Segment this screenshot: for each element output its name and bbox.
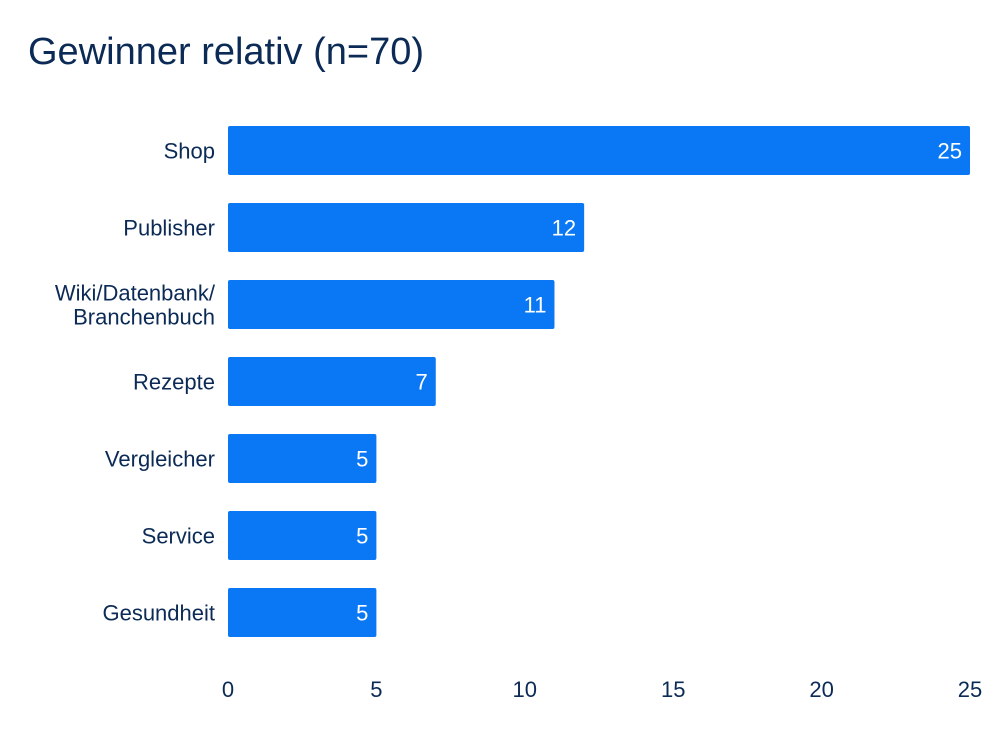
category-label-line: Branchenbuch [73, 305, 215, 330]
value-label-5: 5 [356, 524, 368, 549]
bar-2 [228, 280, 555, 329]
value-label-2: 11 [524, 293, 547, 318]
category-label-line: Gesundheit [102, 601, 215, 626]
bar-4 [228, 434, 377, 483]
x-tick-label-4: 20 [809, 677, 833, 702]
x-axis-ticks-group: 0 5 10 15 20 25 [222, 677, 982, 702]
x-tick-label-5: 25 [958, 677, 982, 702]
chart-title: Gewinner relativ (n=70) [28, 31, 424, 73]
x-tick-label-3: 15 [661, 677, 685, 702]
category-label-3: Rezepte [133, 370, 215, 395]
value-labels-group: 25 12 11 7 5 5 5 [356, 139, 962, 626]
category-label-0: Shop [164, 139, 215, 164]
bar-6 [228, 588, 377, 637]
x-tick-label-1: 5 [370, 677, 382, 702]
category-label-line: Wiki/Datenbank/ [55, 281, 216, 306]
bars-group [228, 126, 970, 637]
value-label-6: 5 [356, 601, 368, 626]
x-tick-label-0: 0 [222, 677, 234, 702]
category-label-line: Service [142, 524, 215, 549]
bar-3 [228, 357, 436, 406]
value-label-4: 5 [356, 447, 368, 472]
category-label-1: Publisher [123, 216, 215, 241]
category-label-4: Vergleicher [105, 447, 215, 472]
category-label-line: Publisher [123, 216, 215, 241]
category-label-line: Shop [164, 139, 215, 164]
value-label-0: 25 [938, 139, 962, 164]
category-label-line: Vergleicher [105, 447, 215, 472]
value-label-3: 7 [416, 370, 428, 395]
category-label-5: Service [142, 524, 215, 549]
bar-0 [228, 126, 970, 175]
bar-1 [228, 203, 585, 252]
x-tick-label-2: 10 [513, 677, 537, 702]
value-label-1: 12 [552, 216, 576, 241]
category-label-2: Wiki/Datenbank/Branchenbuch [55, 281, 216, 330]
category-labels-group: Shop Publisher Wiki/Datenbank/Branchenbuch… [55, 139, 216, 626]
category-label-line: Rezepte [133, 370, 215, 395]
category-label-6: Gesundheit [102, 601, 215, 626]
bar-5 [228, 511, 377, 560]
